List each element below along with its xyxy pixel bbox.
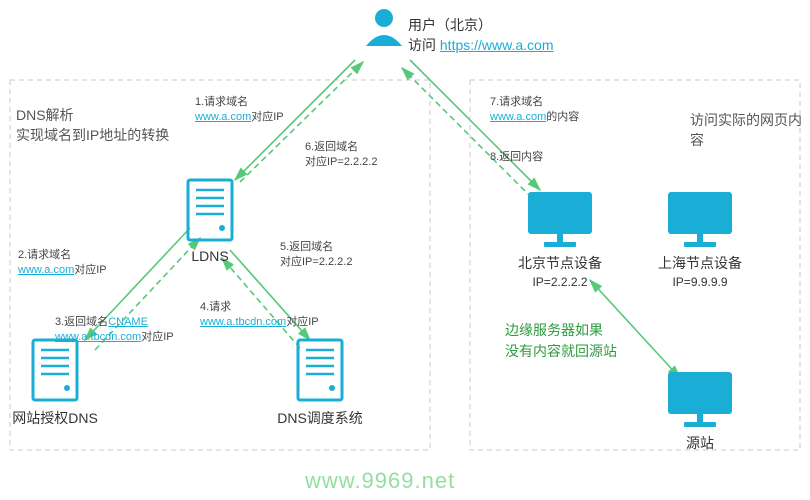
sched-icon [298,340,342,400]
step-5-label: 5.返回域名对应IP=2.2.2.2 [280,240,352,270]
step-3-label: 3.返回域名CNAMEwww.a.tbcdn.com对应IP [55,315,174,345]
diagram-canvas [0,0,810,500]
user-url: https://www.a.com [440,37,554,53]
bj-node-icon [528,192,592,247]
sched-label: DNS调度系统 [260,408,380,428]
sh-node-icon [668,192,732,247]
user-action: 访问 https://www.a.com [408,35,553,55]
step-8-label: 8.返回内容 [490,150,543,165]
user-icon [366,9,402,46]
user-block: 用户（北京） 访问 https://www.a.com [408,15,553,55]
step-1-label: 1.请求域名www.a.com对应IP [195,95,284,125]
watermark: www.9969.net [305,468,455,494]
authdns-label: 网站授权DNS [0,408,115,428]
edge-origin-note: 边缘服务器如果没有内容就回源站 [505,320,617,362]
step-7-label: 7.请求域名www.a.com的内容 [490,95,579,125]
left-region-title-2: 实现域名到IP地址的转换 [16,125,169,145]
sh-label: 上海节点设备IP=9.9.9.9 [640,253,760,289]
origin-icon [668,372,732,427]
authdns-icon [33,340,77,400]
user-title: 用户（北京） [408,15,553,35]
bj-label: 北京节点设备IP=2.2.2.2 [500,253,620,289]
origin-label: 源站 [640,433,760,453]
step-6-label: 6.返回域名对应IP=2.2.2.2 [305,140,377,170]
right-region-title: 访问实际的网页内容 [690,110,810,150]
step-4-label: 4.请求www.a.tbcdn.com对应IP [200,300,319,330]
ldns-icon [188,180,232,240]
step-2-label: 2.请求域名www.a.com对应IP [18,248,107,278]
ldns-label: LDNS [150,248,270,264]
left-region-title-1: DNS解析 [16,105,74,125]
